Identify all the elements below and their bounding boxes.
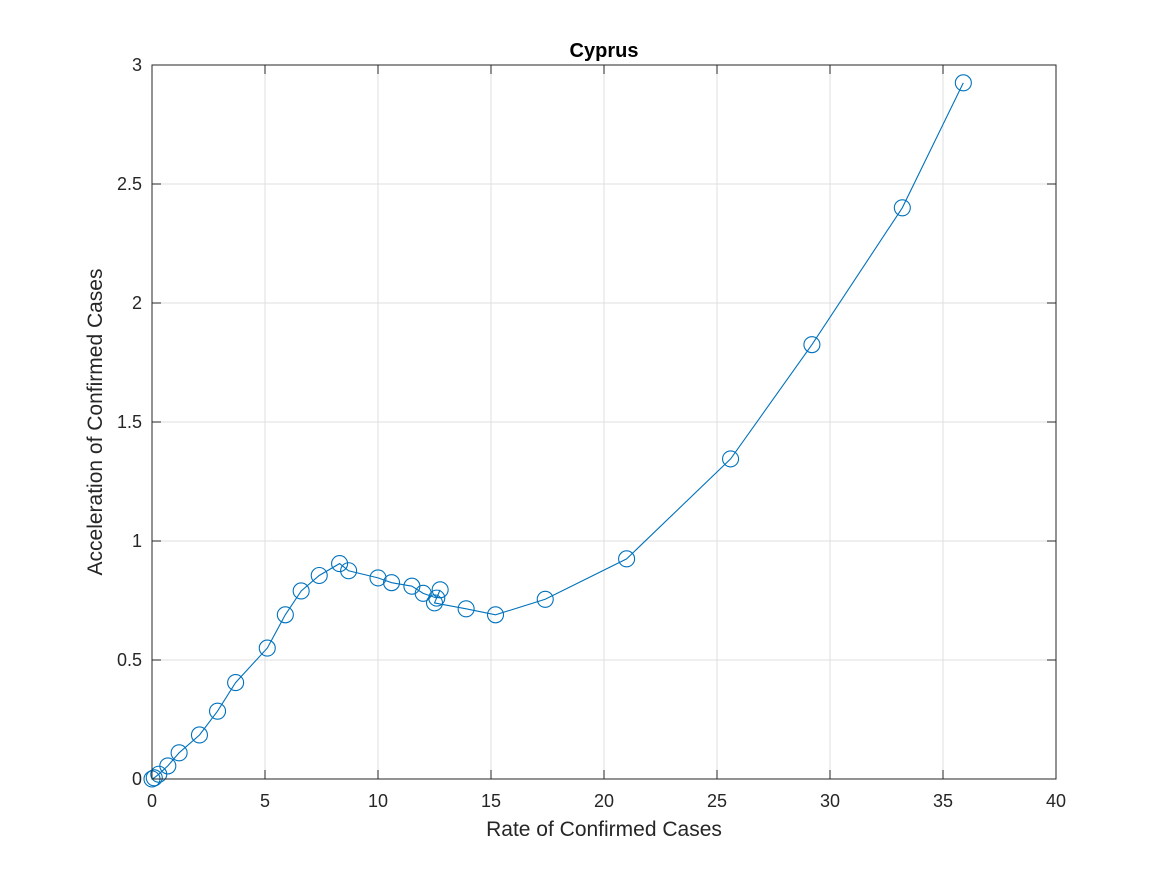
x-axis-label: Rate of Confirmed Cases [486,818,722,841]
x-tick-label: 25 [707,791,727,811]
data-point-marker [414,584,432,602]
data-point-marker [208,702,227,720]
data-point-marker [954,74,972,92]
data-point-marker [618,550,636,568]
x-tick-label: 0 [147,791,157,811]
data-point-marker [190,726,209,744]
chart-title: Cyprus [570,40,639,62]
series-line [151,82,964,780]
y-tick-label: 2 [132,293,142,313]
data-point-marker [310,566,328,585]
y-tick-label: 0.5 [117,650,142,670]
data-point-marker [425,594,444,612]
y-tick-label: 2.5 [117,174,142,194]
data-point-marker [369,569,387,587]
x-tick-label: 35 [933,791,953,811]
y-tick-label: 1 [132,531,142,551]
x-tick-label: 10 [368,791,388,811]
y-tick-label: 0 [132,769,142,789]
data-point-marker [536,590,554,608]
x-tick-label: 20 [594,791,614,811]
x-tick-label: 5 [260,791,270,811]
x-tick-label: 40 [1046,791,1066,811]
x-tick-label: 15 [481,791,501,811]
tick-marks [151,64,1057,780]
y-axis-label: Acceleration of Confirmed Cases [84,269,107,576]
data-point-marker [276,606,294,624]
data-point-marker [170,744,188,762]
data-point-marker [292,582,310,600]
data-point-marker [227,674,245,692]
data-point-marker [457,600,475,618]
data-point-marker [340,562,358,580]
x-tick-labels: 0 5 10 15 20 25 30 35 40 [147,791,1066,811]
y-tick-label: 3 [132,55,142,75]
series-layer [143,74,972,788]
data-point-marker [145,769,163,787]
y-tick-labels: 0 0.5 1 1.5 2 2.5 3 [117,55,142,789]
data-point-marker [331,555,349,573]
data-point-marker [383,574,401,592]
data-point-marker [893,199,911,217]
data-point-marker [486,606,505,624]
data-point-marker [803,336,821,354]
data-point-marker [159,757,177,775]
data-point-marker [722,450,740,468]
data-point-marker [258,639,276,657]
y-tick-label: 1.5 [117,412,142,432]
x-tick-label: 30 [820,791,840,811]
